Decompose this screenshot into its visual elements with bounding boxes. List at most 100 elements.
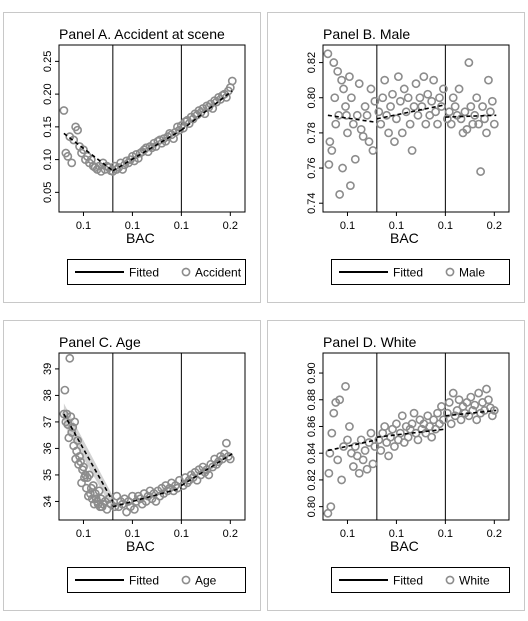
scatter-point bbox=[390, 137, 399, 147]
scatter-point bbox=[411, 79, 421, 89]
scatter-point bbox=[478, 102, 487, 111]
scatter-point bbox=[84, 470, 94, 480]
scatter-point bbox=[427, 432, 437, 442]
scatter-point bbox=[484, 75, 493, 85]
fitted-line bbox=[445, 409, 497, 417]
plot-area bbox=[322, 44, 510, 213]
x-tick-label: 0.1 bbox=[340, 528, 355, 540]
legend-fitted-label: Fitted bbox=[393, 266, 423, 280]
scatter-point bbox=[63, 151, 73, 161]
fitted-line bbox=[445, 114, 497, 118]
x-tick-label: 0.1 bbox=[389, 220, 404, 232]
scatter-point bbox=[388, 89, 397, 99]
legend-series-label: Accident bbox=[195, 266, 242, 280]
scatter-point bbox=[484, 395, 493, 405]
x-tick-label: 0.1 bbox=[438, 220, 453, 232]
scatter-point bbox=[409, 408, 419, 418]
scatter-point bbox=[204, 470, 214, 480]
legend-marker bbox=[445, 575, 455, 585]
scatter-point bbox=[429, 75, 439, 85]
scatter-point bbox=[94, 486, 104, 496]
scatter-point bbox=[354, 79, 364, 89]
scatter-point bbox=[339, 442, 348, 451]
scatter-point bbox=[435, 93, 444, 103]
scatter-point bbox=[487, 411, 497, 421]
x-tick-label: 0.1 bbox=[389, 528, 404, 540]
scatter-point bbox=[386, 432, 395, 442]
scatter-point bbox=[110, 502, 120, 512]
scatter-point bbox=[356, 435, 366, 445]
y-tick-label: 35 bbox=[42, 469, 54, 481]
legend-series-label: White bbox=[459, 574, 490, 588]
x-axis-label: BAC bbox=[390, 538, 419, 554]
y-tick-label: 0.90 bbox=[306, 362, 318, 383]
scatter-point bbox=[69, 135, 79, 145]
x-tick-label: 0.1 bbox=[438, 528, 453, 540]
y-tick-label: 0.82 bbox=[306, 52, 318, 73]
plot-area bbox=[58, 44, 246, 213]
y-tick-label: 0.25 bbox=[42, 51, 54, 72]
scatter-point bbox=[417, 102, 427, 111]
y-tick-label: 0.15 bbox=[42, 116, 54, 137]
scatter-point bbox=[472, 415, 482, 425]
legend-series-label: Male bbox=[459, 266, 485, 280]
scatter-point bbox=[85, 489, 95, 498]
y-tick-label: 0.74 bbox=[306, 192, 318, 213]
scatter-point bbox=[360, 446, 370, 455]
scatter-point bbox=[227, 76, 237, 86]
chart-svg: Panel D. White 0.80 0.82 0.84 0.86 0.88 0.90 0.… bbox=[267, 320, 525, 611]
scatter-point bbox=[392, 419, 401, 429]
fitted-line bbox=[327, 114, 377, 124]
scatter-point bbox=[437, 402, 446, 411]
scatter-point bbox=[325, 137, 335, 147]
panel-frame bbox=[267, 12, 525, 303]
scatter-point bbox=[462, 124, 472, 134]
x-axis-label: BAC bbox=[126, 538, 155, 554]
scatter-point bbox=[362, 464, 372, 474]
scatter-point bbox=[350, 442, 360, 451]
x-tick-label: 0.1 bbox=[174, 220, 189, 232]
y-tick-label: 0.76 bbox=[306, 157, 318, 178]
scatter-point bbox=[346, 181, 355, 191]
y-tick-label: 0.78 bbox=[306, 122, 318, 143]
scatter-point bbox=[147, 143, 157, 153]
scatter-point bbox=[343, 435, 352, 445]
scatter-point bbox=[370, 96, 380, 106]
scatter-point bbox=[399, 84, 409, 94]
scatter-point bbox=[403, 93, 413, 103]
scatter-point bbox=[452, 406, 462, 415]
x-tick-label: 0.1 bbox=[340, 220, 355, 232]
scatter-point bbox=[470, 110, 480, 120]
fitted-line bbox=[327, 439, 378, 452]
scatter-point bbox=[88, 481, 98, 490]
scatter-point bbox=[380, 422, 390, 431]
scatter-point bbox=[366, 428, 376, 438]
scatter-point bbox=[362, 110, 372, 120]
x-tick-label: 0.1 bbox=[125, 528, 140, 540]
scatter-point bbox=[405, 119, 415, 129]
scatter-point bbox=[335, 395, 345, 405]
scatter-point bbox=[345, 72, 354, 82]
scatter-point bbox=[433, 119, 442, 129]
scatter-point bbox=[446, 119, 456, 129]
scatter-point bbox=[407, 419, 417, 429]
scatter-point bbox=[368, 146, 378, 155]
scatter-point bbox=[376, 119, 386, 129]
plot-area bbox=[58, 352, 246, 521]
scatter-point bbox=[75, 451, 84, 461]
fitted-line bbox=[112, 129, 182, 172]
scatter-point bbox=[133, 153, 143, 163]
scatter-point bbox=[326, 502, 336, 512]
scatter-point bbox=[474, 388, 484, 398]
scatter-point bbox=[356, 124, 366, 134]
scatter-point bbox=[345, 422, 354, 431]
scatter-point bbox=[446, 419, 456, 429]
scatter-point bbox=[433, 408, 442, 418]
x-tick-label: 0.2 bbox=[223, 220, 238, 232]
chart-title: Panel A. Accident at scene bbox=[59, 26, 225, 42]
scatter-point bbox=[333, 66, 343, 76]
scatter-point bbox=[415, 93, 425, 103]
scatter-point bbox=[337, 475, 346, 485]
scatter-point bbox=[112, 165, 122, 174]
scatter-point bbox=[439, 84, 448, 94]
